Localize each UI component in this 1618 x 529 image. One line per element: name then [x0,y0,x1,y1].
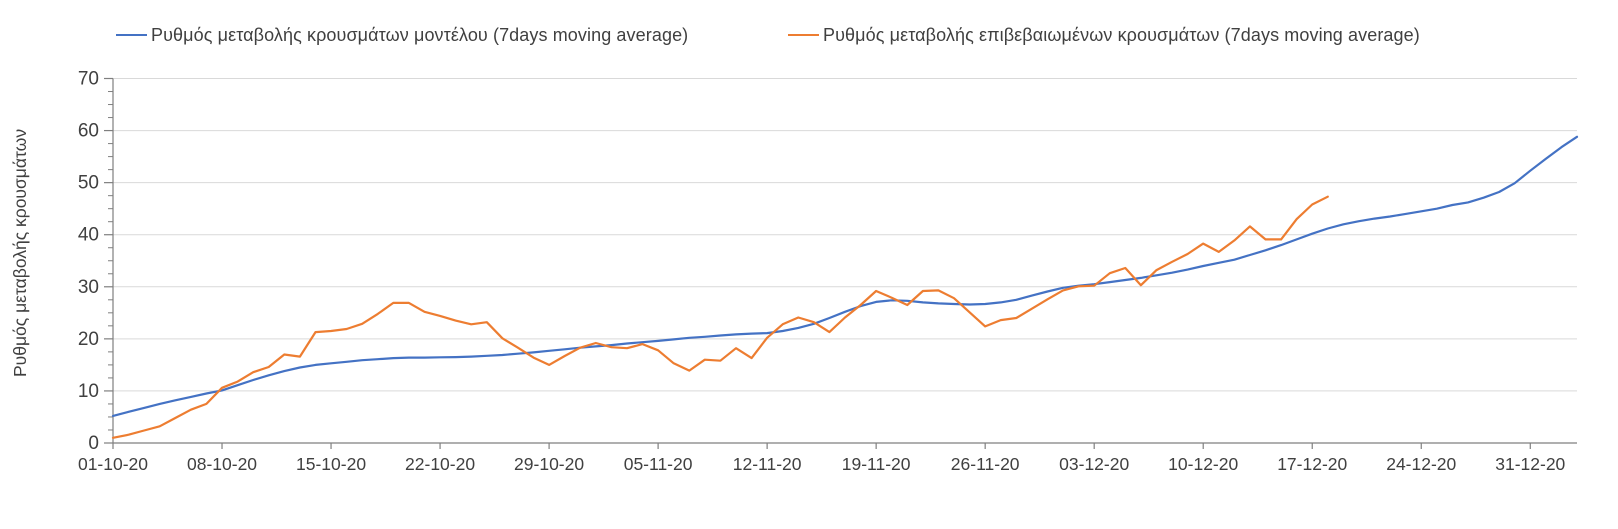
legend-item-confirmed: Ρυθμός μεταβολής επιβεβαιωμένων κρουσμάτ… [788,24,1420,46]
x-tick-label: 03-12-20 [1059,454,1129,474]
series-line-model [111,135,1579,417]
legend-item-model: Ρυθμός μεταβολής κρουσμάτων μοντέλου (7d… [116,24,688,46]
legend-label-confirmed: Ρυθμός μεταβολής επιβεβαιωμένων κρουσμάτ… [823,24,1420,45]
x-tick-label: 29-10-20 [514,454,584,474]
x-tick-label: 22-10-20 [405,454,475,474]
x-tick-label: 24-12-20 [1386,454,1456,474]
y-tick-label: 40 [78,225,99,246]
y-tick-label: 50 [78,173,99,194]
x-tick-label: 05-11-20 [624,454,693,474]
x-tick-label: 01-10-20 [78,454,148,474]
x-tick-label: 08-10-20 [187,454,257,474]
x-tick-label: 26-11-20 [951,454,1020,474]
x-tick-label: 12-11-20 [733,454,802,474]
y-tick-label: 70 [78,69,99,90]
x-tick-label: 17-12-20 [1277,454,1347,474]
y-tick-label: 10 [78,381,99,402]
legend-label-model: Ρυθμός μεταβολής κρουσμάτων μοντέλου (7d… [151,24,689,45]
x-tick-label: 19-11-20 [842,454,911,474]
x-tick-label: 15-10-20 [296,454,366,474]
y-tick-label: 0 [88,433,99,454]
legend-line-swatch-orange [788,34,819,36]
y-tick-label: 60 [78,121,99,142]
x-tick-label: 10-12-20 [1168,454,1238,474]
x-tick-label: 31-12-20 [1495,454,1565,474]
y-tick-label: 30 [78,277,99,298]
series-line-confirmed [111,195,1329,439]
y-tick-label: 20 [78,329,99,350]
legend-line-swatch-blue [116,34,147,36]
